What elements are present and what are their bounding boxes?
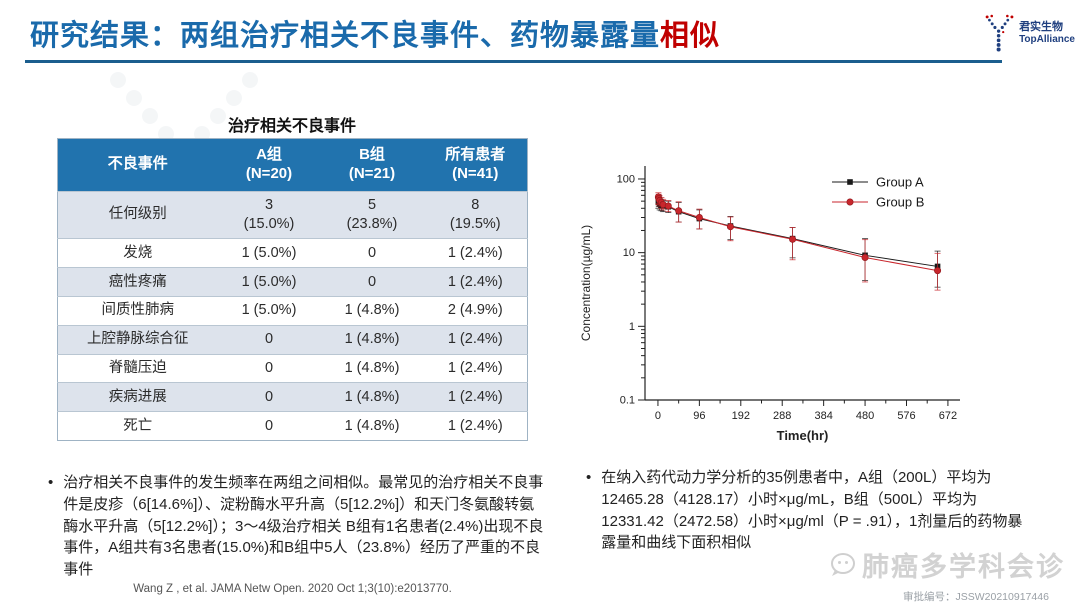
- table-title: 治疗相关不良事件: [227, 118, 356, 135]
- svg-text:0: 0: [655, 410, 661, 422]
- ae-table-body: 任何级别 3 (15.0%) 5 (23.8%) 8 (19.5%) 发烧 1 (5.0%…: [57, 191, 528, 441]
- table-row: 发烧 1 (5.0%) 0 1 (2.4%): [57, 238, 528, 268]
- svg-text:672: 672: [939, 410, 957, 422]
- ae-table: 不良事件 A组 (N=20) B组 (N=21) 所有患者 (N=41) 任何级别 3 …: [57, 138, 528, 442]
- ae-name-cell: 间质性肺病: [101, 302, 175, 319]
- table-cell: 1 (4.8%): [344, 302, 400, 319]
- logo-name-en: TopAlliance: [1019, 33, 1075, 45]
- svg-text:384: 384: [814, 410, 832, 422]
- column-header: B组 (N=21): [320, 138, 424, 191]
- pk-concentration-chart: 0.1 1 10 100 0 96 192 288 384 480 576 672 Time(hr) Co…: [579, 166, 960, 443]
- table-cell: 5 (23.8%): [346, 197, 398, 232]
- topalliance-logo: 君实生物 TopAlliance: [983, 8, 1075, 58]
- svg-text:96: 96: [693, 410, 705, 422]
- table-row: 间质性肺病 1 (5.0%) 1 (4.8%) 2 (4.9%): [57, 296, 528, 326]
- right-bullet-block: • 在纳入药代动力学分析的35例患者中，A组（200L）平均为12465.28（…: [586, 467, 1030, 554]
- table-row: 癌性疼痛 1 (5.0%) 0 1 (2.4%): [57, 267, 528, 297]
- svg-text:576: 576: [897, 410, 915, 422]
- bullet-marker: •: [586, 469, 592, 486]
- logo-name-cn: 君实生物: [1019, 20, 1064, 33]
- table-cell: 1 (5.0%): [241, 244, 297, 261]
- ae-name-cell: 癌性疼痛: [108, 273, 167, 290]
- table-cell: 0: [264, 360, 274, 377]
- ae-name-cell: 上腔静脉综合征: [87, 331, 189, 348]
- svg-text:480: 480: [856, 410, 874, 422]
- svg-text:192: 192: [732, 410, 750, 422]
- svg-text:0.1: 0.1: [620, 395, 635, 407]
- x-axis-label: Time(hr): [777, 428, 829, 443]
- chart-ticks: [638, 178, 949, 406]
- bullet-marker: •: [48, 474, 54, 491]
- svg-text:1: 1: [629, 321, 635, 333]
- ae-name-cell: 发烧: [123, 244, 153, 261]
- y-axis-label: Concentration(µg/mL): [579, 225, 593, 341]
- table-row: 脊髓压迫 0 1 (4.8%) 1 (2.4%): [57, 354, 528, 383]
- table-row: 死亡 0 1 (4.8%) 1 (2.4%): [57, 411, 528, 441]
- left-bullet-block: • 治疗相关不良事件的发生频率在两组之间相似。最常见的治疗相关不良事件是皮疹（6…: [48, 472, 545, 581]
- page-title-accent: 相似: [660, 20, 721, 52]
- table-cell: 1 (4.8%): [344, 417, 400, 434]
- ae-name-cell: 疾病进展: [108, 388, 167, 405]
- title-divider: [25, 60, 1002, 63]
- pk-chart-panel: 0.1 1 10 100 0 96 192 288 384 480 576 672 Time(hr) Co…: [570, 128, 1000, 458]
- table-cell: 0: [367, 244, 377, 261]
- svg-text:Group A: Group A: [876, 175, 924, 190]
- svg-text:100: 100: [617, 173, 635, 185]
- ae-name-cell: 脊髓压迫: [108, 360, 167, 377]
- table-cell: 0: [264, 417, 274, 434]
- antibody-logo-icon: [985, 14, 1014, 52]
- approval-label: 审批编号：: [903, 591, 956, 603]
- watermark-text: 肺癌多学科会诊: [862, 552, 1065, 582]
- table-row: 上腔静脉综合征 0 1 (4.8%) 1 (2.4%): [57, 325, 528, 355]
- approval-value: JSSW20210917446: [955, 591, 1049, 603]
- table-cell: 8 (19.5%): [449, 197, 501, 232]
- chart-tick-labels: 0.1 1 10 100 0 96 192 288 384 480 576 672: [617, 173, 957, 422]
- column-header: A组 (N=20): [217, 138, 321, 191]
- table-cell: 1 (5.0%): [241, 302, 297, 319]
- table-cell: 1 (2.4%): [447, 360, 503, 377]
- table-row: 任何级别 3 (15.0%) 5 (23.8%) 8 (19.5%): [57, 191, 528, 239]
- ae-table-head: 不良事件 A组 (N=20) B组 (N=21) 所有患者 (N=41): [57, 138, 528, 191]
- background-antibody-watermark-icon: [110, 72, 258, 232]
- page-title-main: 研究结果：两组治疗相关不良事件、药物暴露量: [30, 20, 661, 52]
- svg-text:10: 10: [623, 247, 635, 259]
- table-cell: 0: [264, 331, 274, 348]
- table-cell: 2 (4.9%): [447, 302, 503, 319]
- chart-legend: Group A Group B: [832, 175, 924, 210]
- table-header-row: 不良事件 A组 (N=20) B组 (N=21) 所有患者 (N=41): [57, 138, 528, 191]
- table-cell: 1 (2.4%): [447, 331, 503, 348]
- series-group-b: [654, 192, 942, 291]
- svg-text:288: 288: [773, 410, 791, 422]
- table-cell: 1 (2.4%): [447, 388, 503, 405]
- table-cell: 0: [264, 388, 274, 405]
- table-cell: 3 (15.0%): [243, 197, 295, 232]
- right-bullet-text: 在纳入药代动力学分析的35例患者中，A组（200L）平均为12465.28（41…: [601, 469, 1023, 552]
- table-row: 疾病进展 0 1 (4.8%) 1 (2.4%): [57, 382, 528, 412]
- channel-watermark: 肺癌多学科会诊: [828, 545, 1065, 584]
- svg-text:Group B: Group B: [876, 195, 924, 210]
- page-title: 研究结果：两组治疗相关不良事件、药物暴露量相似: [30, 12, 720, 54]
- table-cell: 1 (4.8%): [344, 331, 400, 348]
- table-cell: 1 (2.4%): [447, 417, 503, 434]
- approval-number: 审批编号：JSSW20210917446: [903, 589, 1049, 604]
- citation: Wang Z , et al. JAMA Netw Open. 2020 Oct…: [133, 583, 452, 595]
- ae-name-cell: 任何级别: [108, 206, 167, 223]
- table-cell: 1 (4.8%): [344, 360, 400, 377]
- left-bullet-text: 治疗相关不良事件的发生频率在两组之间相似。最常见的治疗相关不良事件是皮疹（6[1…: [63, 474, 544, 578]
- table-cell: 1 (4.8%): [344, 388, 400, 405]
- logo-text: 君实生物 TopAlliance: [1019, 21, 1075, 45]
- table-cell: 1 (2.4%): [447, 273, 503, 290]
- table-cell: 1 (2.4%): [447, 244, 503, 261]
- chat-bubble-icon: [831, 552, 855, 576]
- ae-name-cell: 死亡: [123, 417, 153, 434]
- column-header: 不良事件: [57, 138, 218, 191]
- table-cell: 0: [367, 273, 377, 290]
- table-cell: 1 (5.0%): [241, 273, 297, 290]
- column-header: 所有患者 (N=41): [423, 138, 528, 191]
